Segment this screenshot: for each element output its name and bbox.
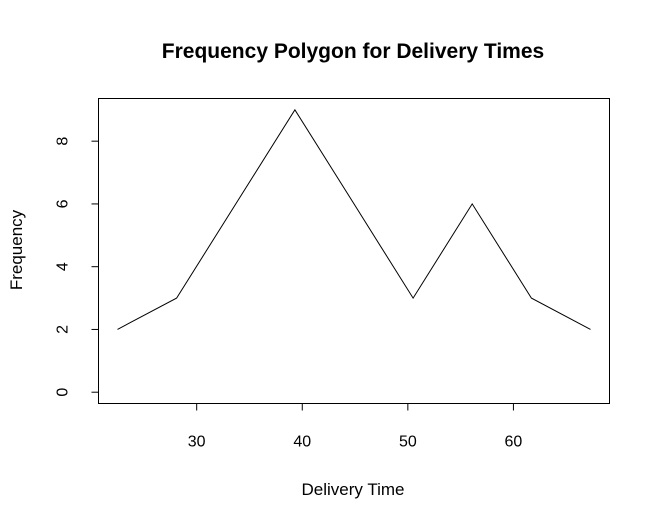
x-tick-label: 60: [505, 434, 523, 451]
x-axis-label: Delivery Time: [302, 480, 405, 499]
x-tick-label: 50: [399, 434, 417, 451]
y-tick-label: 2: [55, 325, 72, 334]
x-axis: 30 40 50 60: [188, 403, 523, 451]
y-axis: 0 2 4 6 8: [55, 137, 99, 397]
x-tick-label: 40: [293, 434, 311, 451]
series-line: [117, 108, 591, 330]
plot-frame: [98, 98, 610, 404]
x-tick-label: 30: [188, 434, 206, 451]
y-tick-label: 0: [55, 388, 72, 397]
y-tick-label: 8: [55, 137, 72, 146]
chart-title: Frequency Polygon for Delivery Times: [162, 40, 544, 63]
y-axis-label: Frequency: [7, 209, 26, 290]
series: [117, 108, 591, 330]
y-tick-label: 6: [55, 199, 72, 208]
y-tick-label: 4: [55, 262, 72, 271]
